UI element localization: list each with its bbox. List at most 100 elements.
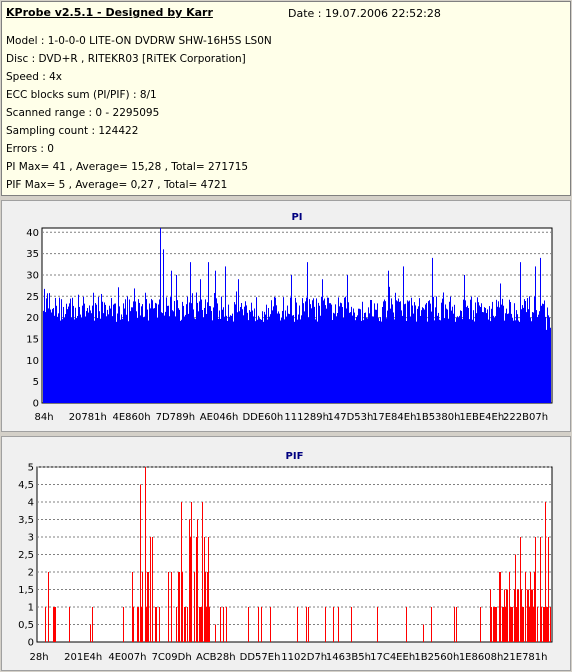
- bar: [276, 305, 277, 403]
- bar: [221, 296, 222, 403]
- bar: [516, 607, 517, 642]
- bar: [436, 296, 437, 403]
- bar: [152, 537, 153, 642]
- bar: [528, 309, 529, 403]
- bar: [302, 298, 303, 403]
- bar: [499, 307, 500, 403]
- bar: [207, 572, 208, 642]
- bar-series: [45, 467, 551, 642]
- bar: [485, 307, 486, 403]
- bar: [496, 607, 497, 642]
- bar: [398, 298, 399, 403]
- bar: [137, 317, 138, 403]
- bar: [154, 308, 155, 403]
- bar: [303, 303, 304, 403]
- bar: [260, 319, 261, 403]
- bar: [500, 283, 501, 403]
- bar: [501, 304, 502, 403]
- bar: [530, 317, 531, 403]
- info-panel: KProbe v2.5.1 - Designed by Karr Date : …: [1, 1, 571, 196]
- bar: [50, 309, 51, 403]
- bar: [447, 309, 448, 403]
- bar: [194, 318, 195, 403]
- bar: [200, 607, 201, 642]
- bar: [490, 589, 491, 642]
- bar: [292, 315, 293, 403]
- bar: [186, 304, 187, 403]
- bar: [548, 537, 549, 642]
- bar: [329, 303, 330, 403]
- bar: [419, 298, 420, 403]
- bar: [180, 320, 181, 403]
- bar: [217, 303, 218, 403]
- bar: [388, 270, 389, 403]
- bar: [197, 519, 198, 642]
- bar: [145, 292, 146, 403]
- bar: [335, 304, 336, 403]
- bar: [206, 313, 207, 403]
- bar: [304, 311, 305, 403]
- bar: [348, 302, 349, 403]
- bar: [368, 307, 369, 403]
- bar: [253, 316, 254, 403]
- bar: [116, 321, 117, 403]
- bar: [121, 314, 122, 403]
- bar: [174, 301, 175, 403]
- bar: [158, 304, 159, 403]
- bar: [257, 319, 258, 403]
- bar: [212, 320, 213, 403]
- bar: [239, 311, 240, 403]
- bar: [84, 303, 85, 403]
- bar: [196, 537, 197, 642]
- bar: [271, 300, 272, 403]
- bar: [546, 607, 547, 642]
- bar: [474, 321, 475, 403]
- bar: [233, 321, 234, 403]
- bar: [53, 607, 54, 642]
- bar: [338, 297, 339, 403]
- bar: [320, 315, 321, 403]
- info-disc: Disc : DVD+R , RITEKR03 [RiTEK Corporati…: [6, 53, 246, 65]
- bar: [177, 300, 178, 403]
- bar: [506, 589, 507, 642]
- x-tick-label: ACB28h: [196, 652, 236, 663]
- bar: [123, 303, 124, 403]
- bar: [247, 312, 248, 403]
- bar: [230, 315, 231, 403]
- bar: [470, 299, 471, 403]
- bar: [196, 292, 197, 403]
- bar: [163, 249, 164, 403]
- bar: [69, 607, 70, 642]
- bar: [402, 315, 403, 403]
- bar: [187, 607, 188, 642]
- bar: [494, 607, 495, 642]
- bar: [113, 304, 114, 403]
- x-tick-label: 21E781h: [503, 652, 547, 663]
- bar: [184, 607, 185, 642]
- bar: [299, 305, 300, 403]
- bar: [503, 305, 504, 403]
- y-tick-label: 4: [28, 498, 34, 509]
- bar: [353, 308, 354, 403]
- bar: [491, 308, 492, 403]
- bar: [481, 303, 482, 403]
- y-tick-label: 1: [28, 603, 34, 614]
- bar: [156, 607, 157, 642]
- y-tick-label: 35: [26, 249, 39, 260]
- bar: [544, 607, 545, 642]
- bar: [148, 572, 149, 642]
- bar: [511, 607, 512, 642]
- bar: [106, 316, 107, 403]
- bar: [71, 317, 72, 403]
- x-tick-label: 4E860h: [112, 412, 150, 423]
- bar: [385, 301, 386, 403]
- y-tick-label: 25: [26, 292, 39, 303]
- bar: [347, 274, 348, 403]
- bar: [49, 293, 50, 403]
- bar: [270, 314, 271, 403]
- bar: [365, 312, 366, 403]
- bar: [314, 306, 315, 403]
- bar: [119, 306, 120, 403]
- bar: [56, 305, 57, 403]
- pi-chart-panel: PI 0 5 10 15 20 25 30 35 40 84h 20781h 4E860h 7D789h A…: [1, 200, 571, 432]
